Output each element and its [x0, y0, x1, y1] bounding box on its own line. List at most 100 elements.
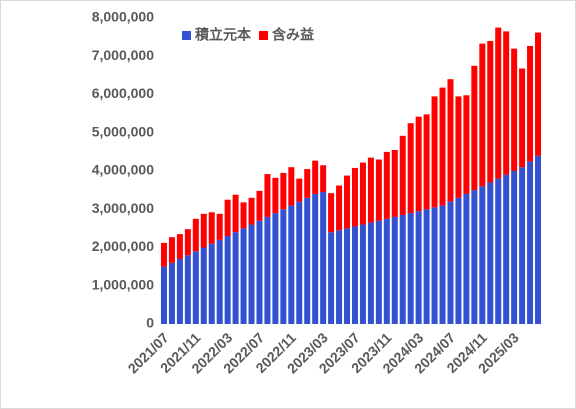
- bar-segment: [312, 160, 319, 194]
- bar-segment: [336, 185, 343, 231]
- y-tick-label: 0: [146, 315, 154, 331]
- bar-segment: [439, 87, 446, 206]
- bar-segment: [479, 186, 486, 324]
- y-tick-label: 7,000,000: [92, 47, 154, 63]
- bar-segment: [415, 116, 422, 212]
- bar-segment: [519, 68, 526, 168]
- bar-segment: [192, 218, 199, 252]
- bar-segment: [471, 65, 478, 191]
- bar-segment: [431, 96, 438, 208]
- bar-segment: [240, 202, 247, 229]
- bar-segment: [391, 216, 398, 324]
- bar-segment: [439, 205, 446, 324]
- bar-segment: [216, 213, 223, 240]
- bar-segment: [535, 32, 542, 156]
- bar-segment: [383, 218, 390, 324]
- bar-segment: [455, 96, 462, 198]
- bar-segment: [359, 162, 366, 225]
- y-tick-label: 4,000,000: [92, 162, 154, 178]
- bar-segment: [176, 258, 183, 324]
- bar-segment: [224, 199, 231, 237]
- bar-segment: [455, 197, 462, 324]
- bar-segment: [200, 213, 207, 248]
- bar-segment: [511, 171, 518, 324]
- bar-segment: [208, 243, 215, 324]
- bar-segment: [320, 165, 327, 193]
- bar-segment: [527, 161, 534, 324]
- bar-segment: [487, 40, 494, 183]
- bar-segment: [423, 209, 430, 324]
- bar-segment: [479, 43, 486, 187]
- bar-segment: [192, 251, 199, 324]
- bar-segment: [296, 201, 303, 324]
- bar-segment: [160, 242, 167, 267]
- legend-label: 含み益: [272, 27, 314, 43]
- bar-segment: [304, 169, 311, 198]
- bar-segment: [168, 237, 175, 263]
- bar-segment: [312, 193, 319, 324]
- bar-segment: [264, 174, 271, 217]
- bar-segment: [487, 182, 494, 324]
- bar-segment: [351, 226, 358, 324]
- bar-segment: [224, 236, 231, 324]
- bar-segment: [328, 193, 335, 233]
- y-tick-label: 2,000,000: [92, 238, 154, 254]
- bar-segment: [407, 213, 414, 324]
- bar-segment: [431, 207, 438, 324]
- bar-segment: [160, 266, 167, 324]
- bar-segment: [471, 190, 478, 324]
- bar-segment: [272, 213, 279, 324]
- bar-segment: [344, 175, 351, 229]
- legend-swatch: [259, 31, 268, 40]
- bar-segment: [447, 79, 454, 202]
- bar-segment: [495, 178, 502, 324]
- bar-segment: [296, 178, 303, 202]
- bar-segment: [367, 222, 374, 324]
- bar-segment: [375, 159, 382, 221]
- bar-segment: [367, 157, 374, 223]
- bar-segment: [519, 167, 526, 324]
- bar-segment: [256, 220, 263, 324]
- y-tick-label: 6,000,000: [92, 85, 154, 101]
- bar-segment: [535, 155, 542, 324]
- bar-segment: [288, 205, 295, 324]
- bar-segment: [375, 220, 382, 324]
- bar-segment: [328, 232, 335, 324]
- bar-segment: [503, 174, 510, 324]
- bar-segment: [463, 193, 470, 324]
- bar-segment: [168, 262, 175, 324]
- y-tick-label: 8,000,000: [92, 9, 154, 25]
- bar-segment: [351, 167, 358, 227]
- bar-segment: [495, 27, 502, 179]
- bar-segment: [200, 247, 207, 324]
- bar-segment: [256, 190, 263, 221]
- bar-segment: [248, 197, 255, 225]
- bar-segment: [503, 31, 510, 175]
- bar-segment: [336, 230, 343, 324]
- bar-segment: [232, 232, 239, 324]
- bar-segment: [407, 123, 414, 214]
- bar-segment: [399, 135, 406, 215]
- bar-segment: [391, 149, 398, 217]
- bar-segment: [280, 172, 287, 210]
- bar-segment: [399, 214, 406, 324]
- bar-segment: [415, 211, 422, 324]
- y-tick-label: 5,000,000: [92, 123, 154, 139]
- bar-segment: [208, 212, 215, 244]
- legend-swatch: [182, 31, 191, 40]
- bar-segment: [248, 224, 255, 324]
- bar-segment: [232, 194, 239, 233]
- bar-segment: [280, 209, 287, 324]
- bar-segment: [216, 239, 223, 324]
- bar-segment: [176, 234, 183, 259]
- bar-segment: [527, 45, 534, 162]
- bar-segment: [423, 114, 430, 210]
- bar-segment: [288, 167, 295, 206]
- bar-segment: [511, 48, 518, 171]
- bar-segment: [184, 229, 191, 256]
- legend-label: 積立元本: [194, 27, 252, 43]
- bar-segment: [344, 228, 351, 324]
- bar-segment: [264, 216, 271, 324]
- bar-segment: [359, 224, 366, 324]
